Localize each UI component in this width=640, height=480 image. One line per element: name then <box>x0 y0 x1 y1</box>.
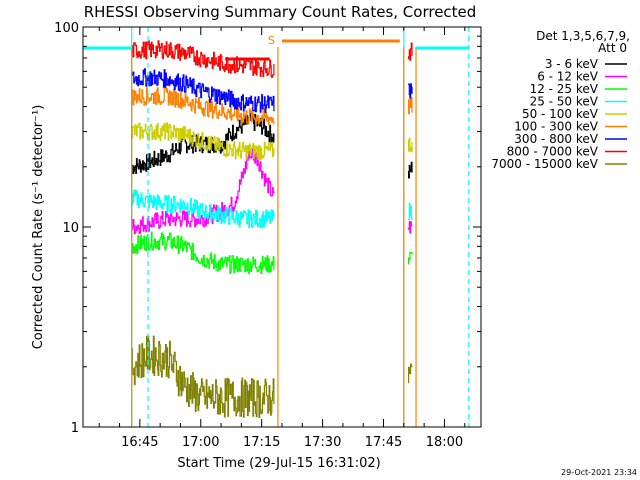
axes: 1 10 100 16:45 17:00 17:15 17:30 17:45 18:00 <box>54 21 481 450</box>
y-axis-label: Corrected Count Rate (s⁻¹ detector⁻¹) <box>31 105 46 350</box>
series-line-6-seg-0 <box>131 68 275 113</box>
legend-label-3: 25 - 50 keV <box>530 95 599 109</box>
series-line-4-seg-0 <box>131 122 275 161</box>
legend-label-0: 3 - 6 keV <box>545 57 599 71</box>
series-line-8-seg-1 <box>407 363 413 383</box>
x-axis-label: Start Time (29-Jul-15 16:31:02) <box>177 456 380 471</box>
chart-title: RHESSI Observing Summary Count Rates, Co… <box>84 3 477 21</box>
series-line-0-seg-1 <box>407 161 413 179</box>
series-line-2-seg-0 <box>131 231 275 274</box>
legend-label-2: 12 - 25 keV <box>530 82 599 96</box>
legend-label-5: 100 - 300 keV <box>514 120 598 134</box>
plot-area: S <box>83 27 470 427</box>
series-line-2-seg-1 <box>407 252 413 265</box>
series-line-7-seg-0 <box>131 40 275 78</box>
series-line-0-seg-0 <box>131 112 275 174</box>
y-tick-label-1: 10 <box>62 221 79 236</box>
x-tick-label-2: 17:15 <box>243 435 280 450</box>
series-line-3-seg-0 <box>131 189 275 229</box>
series-line-1-seg-1 <box>407 221 413 234</box>
x-tick-label-3: 17:30 <box>304 435 341 450</box>
series-line-5-seg-0 <box>131 87 275 126</box>
series-line-8-seg-0 <box>131 335 275 418</box>
series-line-4-seg-1 <box>407 137 413 153</box>
legend-label-4: 50 - 100 keV <box>522 107 599 121</box>
y-tick-label-2: 100 <box>54 21 79 36</box>
legend-title: Det 1,3,5,6,7,9, <box>536 29 630 43</box>
series-line-6-seg-1 <box>407 83 413 99</box>
x-tick-label-5: 18:00 <box>426 435 463 450</box>
footer-date: 29-Oct-2021 23:34 <box>561 468 637 477</box>
legend-subtitle: Att 0 <box>598 41 627 55</box>
flag-label: S <box>268 34 275 47</box>
legend-label-8: 7000 - 15000 keV <box>491 157 598 171</box>
x-tick-label-4: 17:45 <box>365 435 402 450</box>
x-tick-label-1: 17:00 <box>182 435 219 450</box>
legend-label-7: 800 - 7000 keV <box>507 145 599 159</box>
x-tick-label-0: 16:45 <box>121 435 158 450</box>
y-tick-label-0: 1 <box>71 421 79 436</box>
series-line-7-seg-1 <box>407 42 413 61</box>
legend-label-6: 300 - 800 keV <box>514 132 598 146</box>
legend-label-1: 6 - 12 keV <box>537 70 599 84</box>
series-line-3-seg-1 <box>407 202 413 221</box>
